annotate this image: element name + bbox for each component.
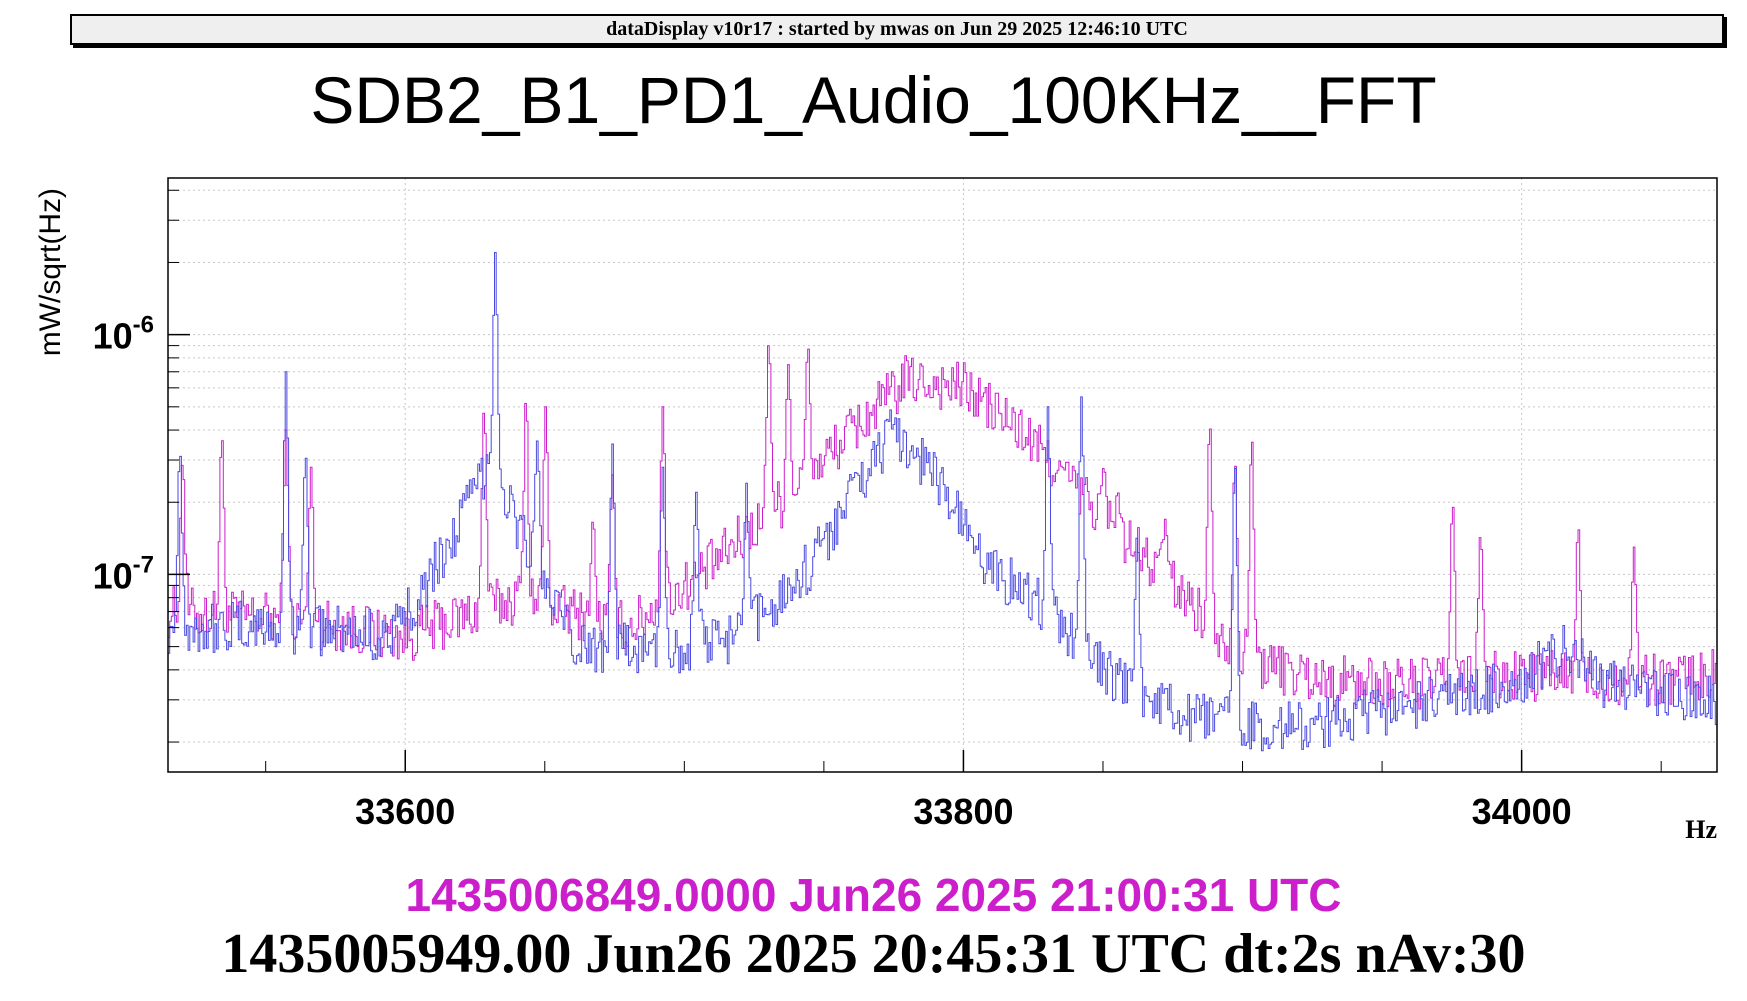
trace-layer bbox=[168, 252, 1718, 752]
timestamp-magenta: 1435006849.0000 Jun26 2025 21:00:31 UTC bbox=[405, 869, 1342, 921]
app-banner: dataDisplay v10r17 : started by mwas on … bbox=[70, 14, 1724, 45]
y-tick-label: 10-7 bbox=[93, 551, 154, 596]
axis-ticks bbox=[168, 189, 1662, 772]
spectrum-chart: 33600 33800 34000 10-7 10-6 mW/sqrt(Hz) Hz bbox=[34, 177, 1718, 844]
timestamp-black: 1435005949.00 Jun26 2025 20:45:31 UTC dt… bbox=[221, 923, 1526, 985]
x-tick-label: 33800 bbox=[913, 791, 1013, 832]
y-axis-label: mW/sqrt(Hz) bbox=[34, 188, 67, 356]
series-magenta-trace bbox=[168, 345, 1718, 710]
plot-frame bbox=[167, 177, 1718, 773]
series-blue-trace bbox=[168, 252, 1718, 752]
x-tick-label: 33600 bbox=[355, 791, 455, 832]
x-axis-label: Hz bbox=[1685, 815, 1717, 844]
y-tick-label: 10-6 bbox=[93, 312, 154, 357]
tick-labels: 33600 33800 34000 10-7 10-6 bbox=[93, 312, 1572, 832]
chart-title: SDB2_B1_PD1_Audio_100KHz__FFT bbox=[310, 63, 1437, 137]
x-tick-label: 34000 bbox=[1472, 791, 1572, 832]
grid-lines bbox=[168, 178, 1717, 772]
